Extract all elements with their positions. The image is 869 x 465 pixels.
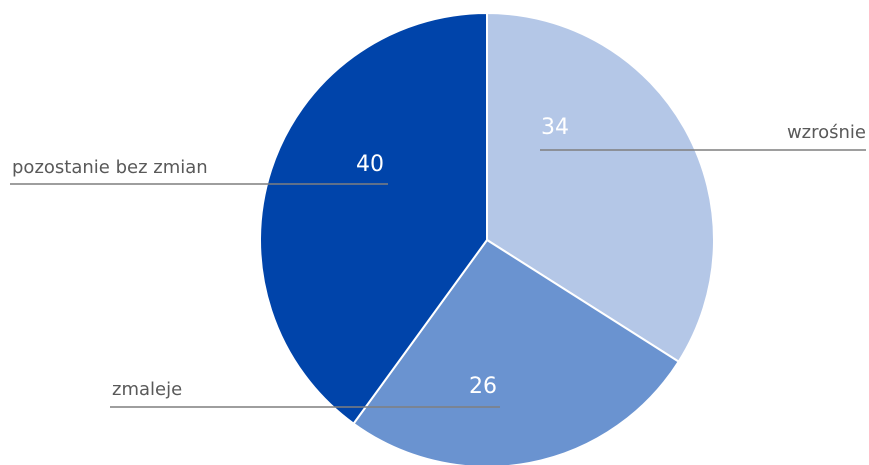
data-label: 40: [356, 152, 384, 177]
pie-slice: [352, 238, 681, 465]
category-label: zmaleje: [112, 379, 182, 400]
data-label: 26: [469, 374, 497, 399]
category-label: wzrośnie: [787, 122, 866, 143]
pie-slice: [486, 11, 715, 364]
pie-slice: [259, 11, 488, 426]
data-label: 34: [541, 115, 569, 140]
category-label: pozostanie bez zmian: [12, 157, 208, 178]
